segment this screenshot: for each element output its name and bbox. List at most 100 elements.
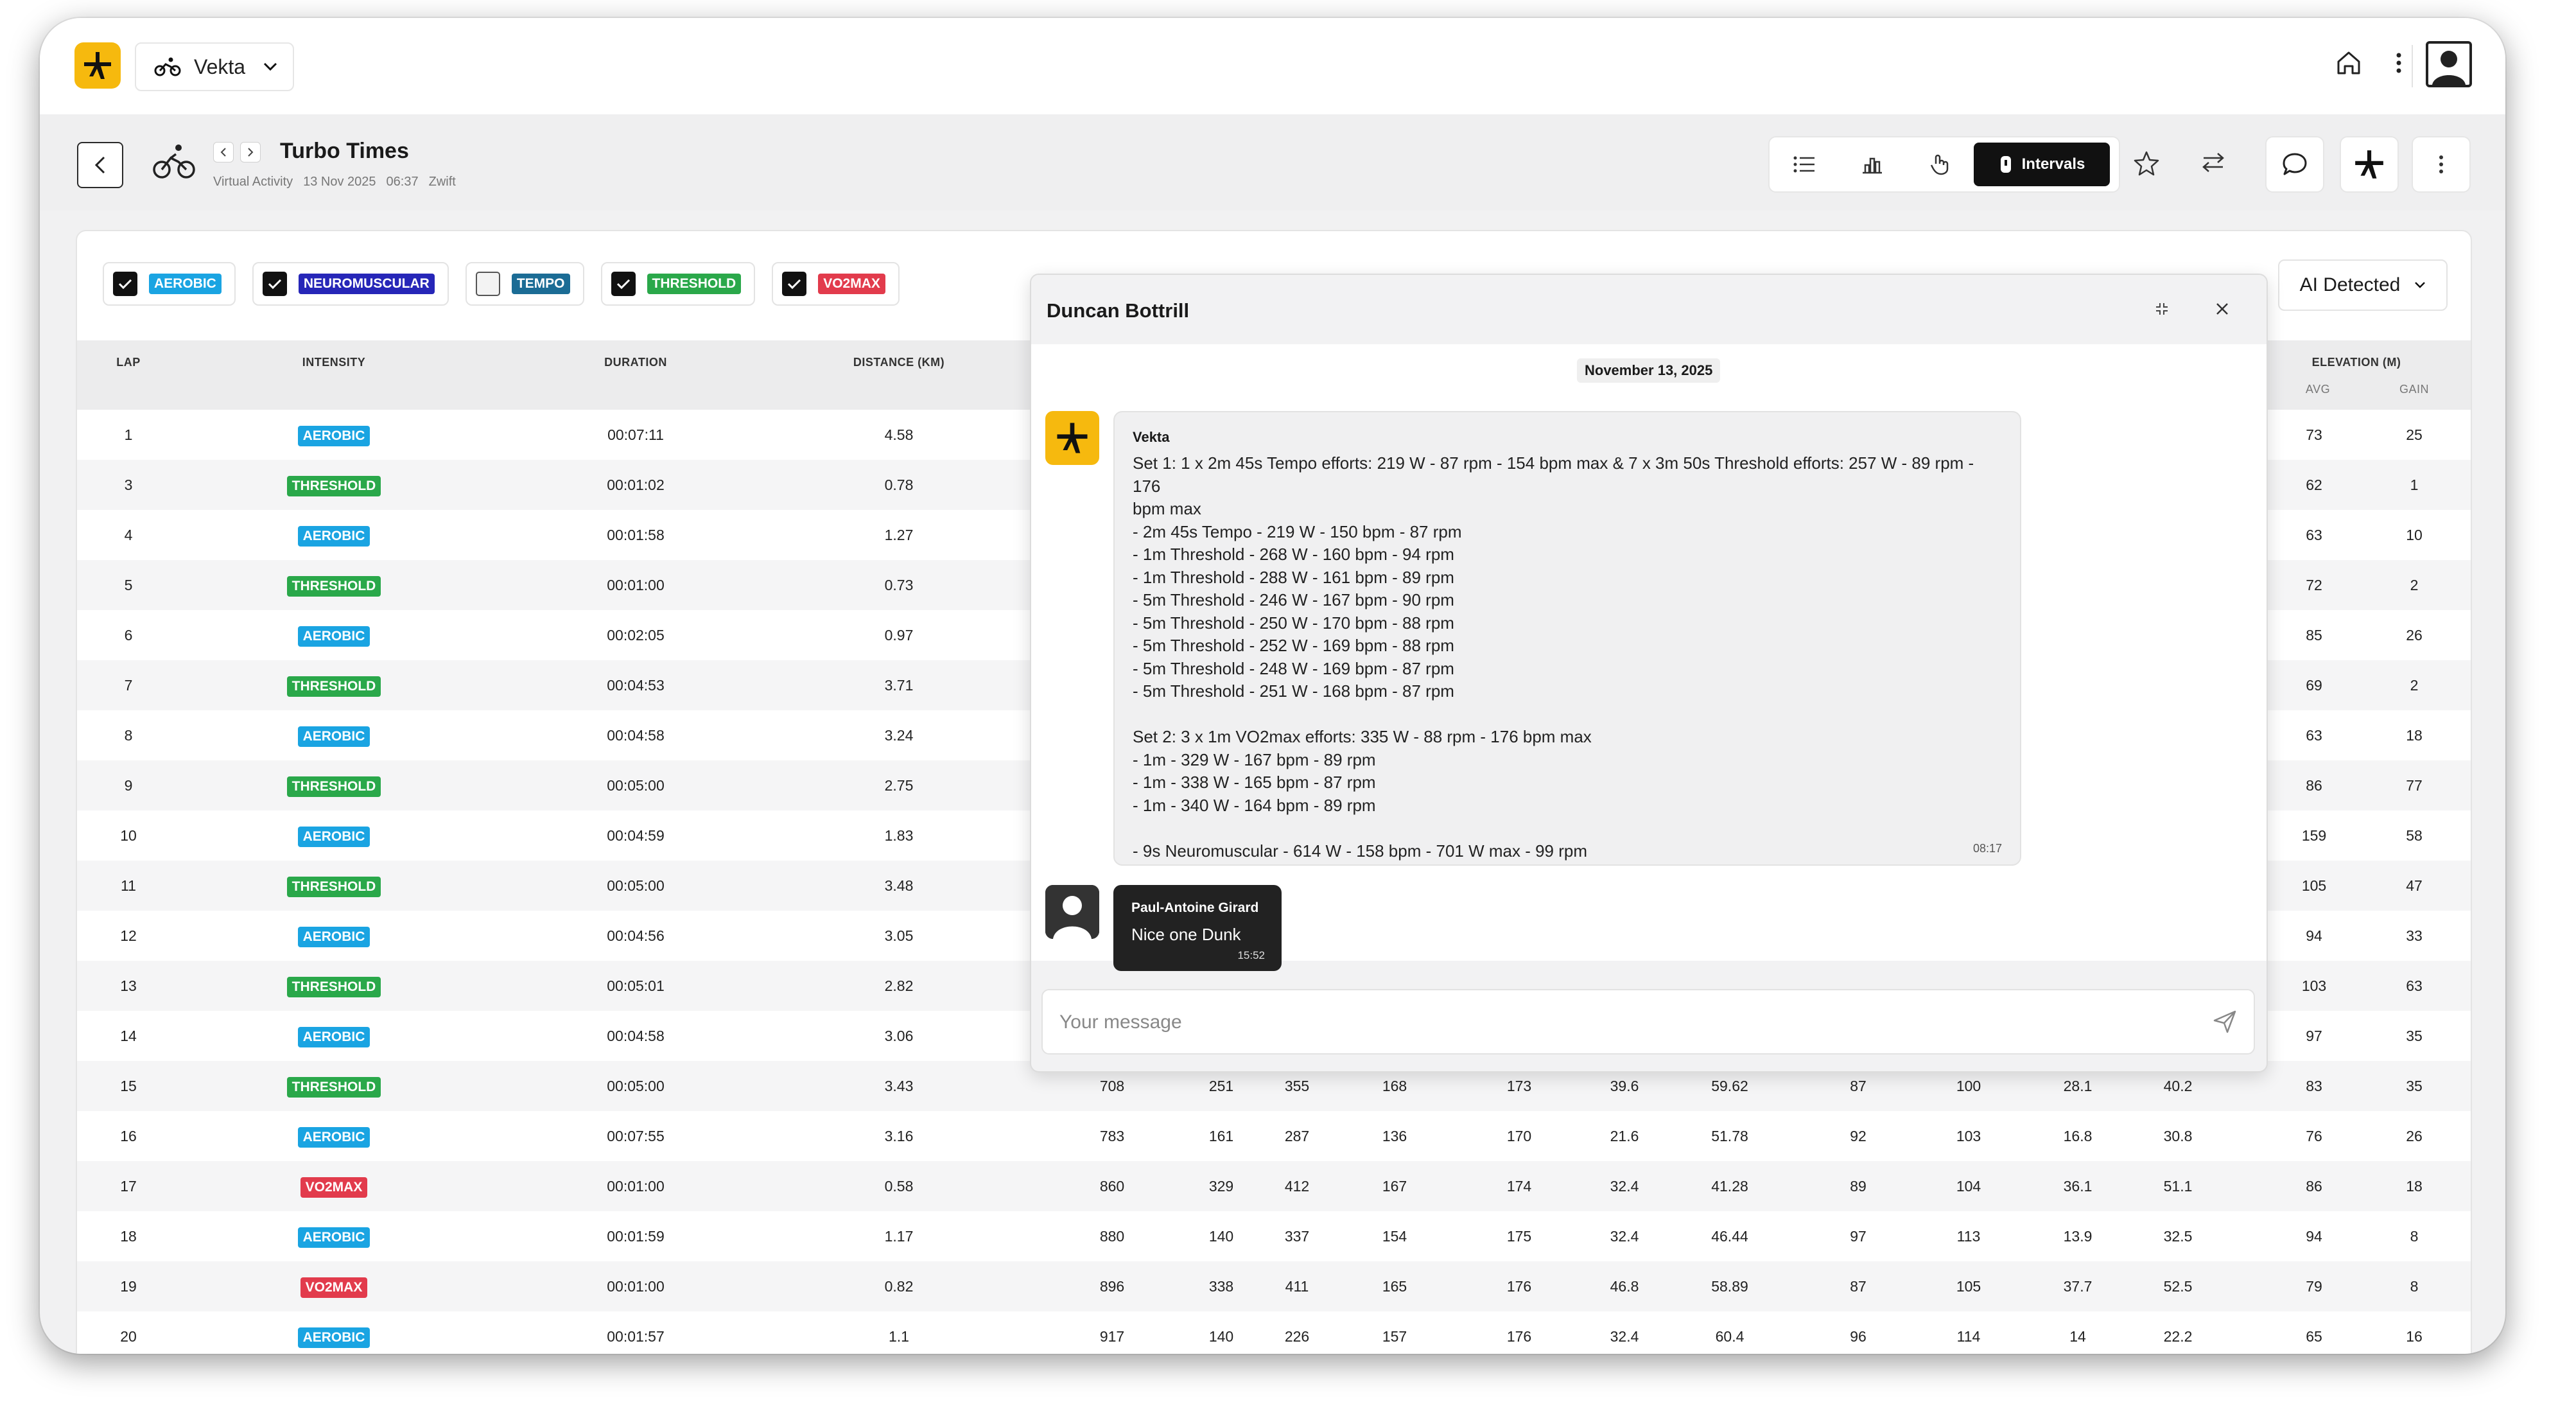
- user-avatar-icon[interactable]: [2426, 41, 2472, 87]
- vekta-avatar-icon: [1045, 411, 1099, 465]
- intensity-badge: VO2MAX: [300, 1277, 368, 1298]
- metric-cell: 880: [1099, 1228, 1125, 1245]
- vekta-ai-button[interactable]: [2340, 136, 2399, 193]
- intensity-cell: AEROBIC: [270, 1211, 398, 1261]
- minimize-icon[interactable]: [2155, 302, 2169, 316]
- intensity-badge: AEROBIC: [297, 1227, 370, 1248]
- metric-cell: 411: [1285, 1278, 1309, 1295]
- tab-intervals[interactable]: Intervals: [1974, 143, 2110, 186]
- table-row[interactable]: 4 AEROBIC 00:01:58 1.27 63 10: [77, 510, 2471, 560]
- table-row[interactable]: 1 AEROBIC 00:07:11 4.58 73 25: [77, 410, 2471, 460]
- app-switcher-dropdown[interactable]: Vekta: [135, 42, 294, 91]
- filter-threshold[interactable]: THRESHOLD: [600, 262, 756, 306]
- filter-checkbox[interactable]: [113, 272, 137, 296]
- filter-checkbox[interactable]: [611, 272, 636, 296]
- metric-cell: 226: [1284, 1328, 1310, 1345]
- duration-cell: 00:04:59: [607, 827, 665, 844]
- comments-title: Duncan Bottrill: [1047, 299, 1190, 322]
- metric-cell: 22.2: [2163, 1328, 2193, 1345]
- metric-cell: 154: [1382, 1228, 1407, 1245]
- filter-vo2max[interactable]: VO2MAX: [772, 262, 900, 306]
- table-row[interactable]: 6 AEROBIC 00:02:05 0.97 85 26: [77, 610, 2471, 660]
- message-line: - 2m 45s Tempo - 219 W - 150 bpm - 87 rp…: [1133, 521, 1462, 541]
- intensity-cell: VO2MAX: [270, 1161, 398, 1211]
- col-intensity[interactable]: INTENSITY: [302, 356, 366, 369]
- metric-cell: 46.44: [1711, 1228, 1748, 1245]
- metric-cell: 28.1: [2063, 1078, 2093, 1094]
- table-row[interactable]: 19 VO2MAX 00:01:00 0.82 896 338 411 165 176 46.8 5…: [77, 1261, 2471, 1311]
- duration-cell: 00:02:05: [607, 627, 665, 643]
- distance-cell: 2.75: [884, 777, 914, 794]
- distance-cell: 4.58: [884, 426, 914, 443]
- intensity-cell: AEROBIC: [270, 911, 398, 961]
- swap-arrows-icon[interactable]: [2201, 152, 2225, 173]
- table-row[interactable]: 18 AEROBIC 00:01:59 1.17 880 140 337 154 175 32.4…: [77, 1211, 2471, 1261]
- distance-cell: 0.58: [884, 1178, 914, 1195]
- chat-bubble-icon: [2283, 153, 2307, 175]
- previous-activity-button[interactable]: [213, 142, 234, 162]
- detection-mode-label: AI Detected: [2299, 274, 2401, 295]
- detection-mode-dropdown[interactable]: AI Detected: [2278, 259, 2448, 311]
- more-options-button[interactable]: [2412, 136, 2471, 193]
- vekta-logo-icon[interactable]: [74, 42, 121, 89]
- elevation-gain-cell: 16: [2406, 1328, 2423, 1345]
- intensity-filters: AEROBIC NEUROMUSCULAR TEMPO THRESHOLD VO2MAX: [103, 262, 900, 306]
- intensity-cell: THRESHOLD: [270, 460, 398, 510]
- table-row[interactable]: 17 VO2MAX 00:01:00 0.58 860 329 412 167 174 32.4 4…: [77, 1161, 2471, 1211]
- activity-type: Virtual Activity: [213, 175, 293, 189]
- message-author: Vekta: [1133, 429, 1170, 445]
- elevation-avg-cell: 86: [2306, 777, 2322, 794]
- distance-cell: 3.24: [884, 727, 914, 744]
- lap-number: 11: [121, 877, 136, 894]
- filter-checkbox[interactable]: [475, 272, 500, 296]
- metric-cell: 58.89: [1711, 1278, 1748, 1295]
- back-button[interactable]: [77, 142, 123, 188]
- metric-cell: 32.4: [1610, 1328, 1639, 1345]
- col-lap[interactable]: LAP: [116, 356, 141, 369]
- filter-checkbox[interactable]: [782, 272, 807, 296]
- activity-meta: Virtual Activity 13 Nov 2025 06:37 Zwift: [213, 175, 466, 189]
- check-icon: [268, 279, 281, 290]
- next-activity-button[interactable]: [240, 142, 261, 162]
- message-input[interactable]: [1058, 1006, 2191, 1039]
- home-icon[interactable]: [2335, 49, 2363, 77]
- close-icon[interactable]: [2215, 302, 2229, 316]
- filter-aerobic[interactable]: AEROBIC: [103, 262, 236, 306]
- filter-tempo[interactable]: TEMPO: [465, 262, 584, 306]
- list-view-button[interactable]: [1776, 143, 1832, 186]
- chart-view-button[interactable]: [1844, 143, 1901, 186]
- metric-cell: 40.2: [2163, 1078, 2193, 1094]
- filter-neuromuscular[interactable]: NEUROMUSCULAR: [252, 262, 449, 306]
- table-row[interactable]: 12 AEROBIC 00:04:56 3.05 94 33: [77, 911, 2471, 961]
- message-line: - 1m - 340 W - 164 bpm - 89 rpm: [1133, 795, 1376, 815]
- activity-platform: Zwift: [428, 175, 456, 189]
- more-vertical-icon[interactable]: [2392, 49, 2405, 77]
- col-distance[interactable]: DISTANCE (KM): [853, 356, 945, 369]
- gesture-view-button[interactable]: [1912, 143, 1969, 186]
- col-duration[interactable]: DURATION: [604, 356, 667, 369]
- table-row[interactable]: 20 AEROBIC 00:01:57 1.1 917 140 226 157 176 32.4 6…: [77, 1311, 2471, 1354]
- lap-number: 14: [120, 1028, 137, 1044]
- star-icon[interactable]: [2133, 150, 2160, 176]
- check-icon: [118, 279, 132, 290]
- duration-cell: 00:07:55: [607, 1128, 665, 1144]
- message-text: Nice one Dunk: [1131, 925, 1241, 944]
- col-elevation[interactable]: ELEVATION (M): [2311, 356, 2401, 369]
- comments-button[interactable]: [2265, 136, 2324, 193]
- send-icon[interactable]: [2213, 1010, 2237, 1034]
- chevron-down-icon: [264, 62, 277, 71]
- list-icon: [1793, 156, 1815, 173]
- lap-number: 7: [124, 677, 133, 694]
- intensity-badge: THRESHOLD: [286, 876, 381, 897]
- table-row[interactable]: 8 AEROBIC 00:04:58 3.24 63 18: [77, 710, 2471, 760]
- table-row[interactable]: 16 AEROBIC 00:07:55 3.16 783 161 287 136 170 21.6…: [77, 1111, 2471, 1161]
- table-row[interactable]: 14 AEROBIC 00:04:58 3.06 97 35: [77, 1011, 2471, 1061]
- metric-cell: 46.8: [1610, 1278, 1639, 1295]
- duration-cell: 00:04:56: [607, 927, 665, 944]
- chevron-left-icon: [94, 156, 105, 174]
- vekta-logo-icon: [2355, 150, 2383, 179]
- duration-cell: 00:05:01: [607, 977, 665, 994]
- filter-checkbox[interactable]: [262, 272, 287, 296]
- elevation-avg-cell: 63: [2306, 527, 2322, 543]
- table-row[interactable]: 10 AEROBIC 00:04:59 1.83 159 58: [77, 810, 2471, 861]
